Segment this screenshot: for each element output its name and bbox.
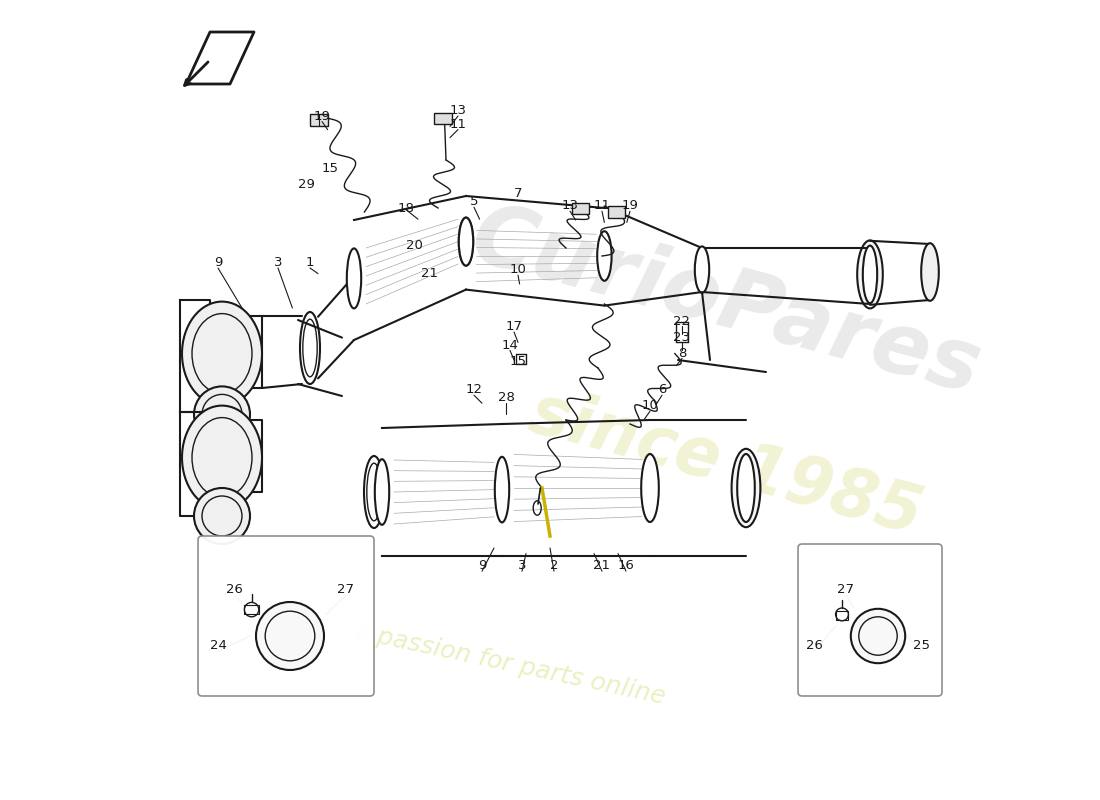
Ellipse shape [300, 312, 320, 384]
Text: 11: 11 [450, 118, 466, 130]
Text: 7: 7 [514, 187, 522, 200]
Polygon shape [186, 32, 254, 84]
Ellipse shape [182, 302, 262, 406]
Text: since 1985: since 1985 [522, 380, 930, 548]
Text: 8: 8 [678, 347, 686, 360]
Text: 23: 23 [673, 331, 691, 344]
Text: 20: 20 [406, 239, 422, 252]
Text: a passion for parts online: a passion for parts online [352, 619, 668, 709]
Text: 19: 19 [621, 199, 638, 212]
Text: 14: 14 [502, 339, 518, 352]
Text: 21: 21 [421, 267, 439, 280]
Ellipse shape [695, 246, 710, 293]
Ellipse shape [921, 243, 938, 301]
Ellipse shape [182, 406, 262, 510]
Ellipse shape [194, 488, 250, 544]
Text: 27: 27 [338, 583, 354, 596]
Ellipse shape [346, 248, 361, 308]
Text: 24: 24 [210, 639, 227, 652]
Text: 15: 15 [509, 355, 527, 368]
Text: 11: 11 [594, 199, 610, 212]
Bar [607, 206, 625, 218]
Bar [836, 611, 848, 620]
Ellipse shape [597, 231, 612, 281]
Ellipse shape [194, 386, 250, 442]
Text: 22: 22 [673, 315, 691, 328]
Text: 13: 13 [450, 104, 466, 117]
Text: CurioPares: CurioPares [462, 196, 990, 412]
Text: 15: 15 [321, 162, 339, 174]
Polygon shape [180, 300, 262, 412]
Ellipse shape [836, 608, 848, 621]
Ellipse shape [732, 449, 760, 527]
FancyBboxPatch shape [798, 544, 942, 696]
Ellipse shape [850, 609, 905, 663]
Text: 5: 5 [470, 195, 478, 208]
Text: 26: 26 [226, 583, 242, 596]
Ellipse shape [364, 456, 384, 528]
Text: 3: 3 [274, 256, 283, 269]
Text: 17: 17 [506, 320, 522, 333]
Text: 26: 26 [805, 639, 823, 652]
Text: 9: 9 [213, 256, 222, 269]
Text: 28: 28 [497, 391, 515, 404]
Text: 27: 27 [837, 583, 855, 596]
Text: 6: 6 [658, 383, 667, 396]
Text: 9: 9 [477, 559, 486, 572]
Text: 13: 13 [561, 199, 579, 212]
Text: 1: 1 [306, 256, 315, 269]
Text: 10: 10 [509, 263, 527, 276]
Text: 19: 19 [314, 110, 330, 122]
Ellipse shape [459, 218, 473, 266]
Bar [434, 113, 452, 124]
Text: 25: 25 [913, 639, 931, 652]
Ellipse shape [862, 246, 877, 303]
Bar [244, 605, 258, 614]
Text: 21: 21 [594, 559, 610, 572]
Text: 3: 3 [518, 559, 526, 572]
Text: 12: 12 [465, 383, 483, 396]
Ellipse shape [244, 602, 258, 617]
Polygon shape [180, 412, 262, 516]
Text: 10: 10 [641, 399, 659, 412]
Ellipse shape [459, 218, 473, 266]
Bar [572, 203, 590, 214]
Ellipse shape [495, 457, 509, 522]
Ellipse shape [737, 454, 755, 522]
Bar [310, 114, 328, 126]
FancyBboxPatch shape [198, 536, 374, 696]
Ellipse shape [857, 240, 883, 309]
Ellipse shape [375, 459, 389, 525]
Text: 29: 29 [298, 178, 315, 190]
Ellipse shape [256, 602, 324, 670]
Ellipse shape [641, 454, 659, 522]
Text: 16: 16 [617, 559, 635, 572]
Text: 18: 18 [397, 202, 415, 214]
Text: 2: 2 [550, 559, 558, 572]
